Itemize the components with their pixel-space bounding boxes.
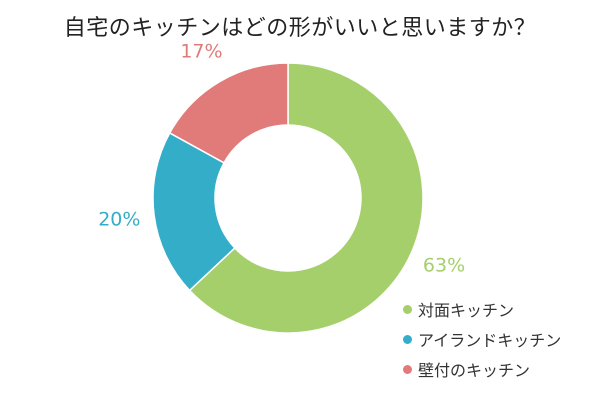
legend-item-2[interactable]: 壁付のキッチン [403,354,561,384]
legend-label-1: アイランドキッチン [418,331,562,350]
legend-swatch-1 [403,334,412,344]
slice-label-2: 17% [180,41,222,63]
labels-group: 63% 20% 17% [98,41,465,277]
legend-item-0[interactable]: 対面キッチン [403,294,561,324]
slice-2[interactable] [168,62,289,164]
legend-label-2: 壁付のキッチン [418,361,531,380]
slice-label-1: 20% [98,208,140,230]
slices-group [152,62,424,334]
legend-swatch-0 [403,304,412,314]
legend: 対面キッチン アイランドキッチン 壁付のキッチン [403,294,561,384]
chart-title: 自宅のキッチンはどの形がいいと思いますか？ [63,16,537,41]
legend-label-0: 対面キッチン [418,301,515,320]
slice-1[interactable] [152,131,236,292]
legend-swatch-2 [403,364,412,374]
slice-label-0: 63% [423,255,465,277]
slice-0[interactable] [188,62,424,334]
legend-item-1[interactable]: アイランドキッチン [403,324,561,354]
